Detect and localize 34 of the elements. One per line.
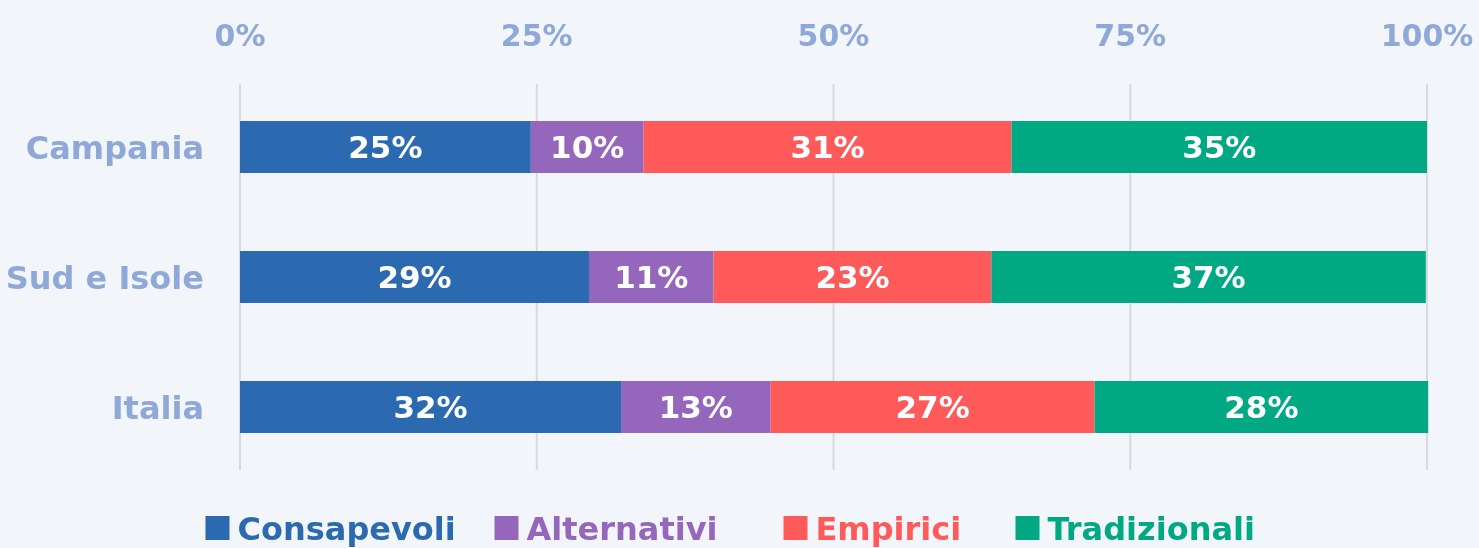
bar (1011, 121, 1427, 173)
y-tick-label: Italia (111, 388, 204, 427)
data-label: 31% (790, 129, 865, 166)
data-label: 37% (1171, 259, 1246, 296)
bar (240, 381, 622, 433)
y-tick-label: Campania (25, 128, 204, 167)
bar (240, 251, 589, 303)
bar (770, 381, 1095, 433)
data-label: 29% (377, 259, 452, 296)
x-tick-label: 0% (214, 17, 266, 53)
x-tick-label: 75% (1094, 17, 1167, 53)
legend-label: Empirici (815, 509, 962, 548)
bar (991, 251, 1426, 303)
y-tick-label: Sud e Isole (5, 258, 204, 297)
bar (240, 121, 531, 173)
data-label: 13% (658, 389, 733, 426)
x-tick-label: 100% (1380, 17, 1474, 53)
data-label: 10% (550, 129, 625, 166)
data-label: 23% (815, 259, 890, 296)
legend-label: Consapevoli (237, 509, 456, 548)
data-label: 11% (614, 259, 689, 296)
data-label: 28% (1224, 389, 1299, 426)
legend-label: Alternativi (526, 509, 718, 548)
data-label: 32% (393, 389, 468, 426)
data-label: 25% (348, 129, 423, 166)
legend-label: Tradizionali (1047, 509, 1255, 548)
x-tick-label: 25% (500, 17, 573, 53)
bar (621, 381, 771, 433)
data-label: 35% (1182, 129, 1257, 166)
x-tick-label: 50% (797, 17, 870, 53)
bar (1094, 381, 1429, 433)
data-label: 27% (895, 389, 970, 426)
bar (643, 121, 1012, 173)
bar (713, 251, 992, 303)
